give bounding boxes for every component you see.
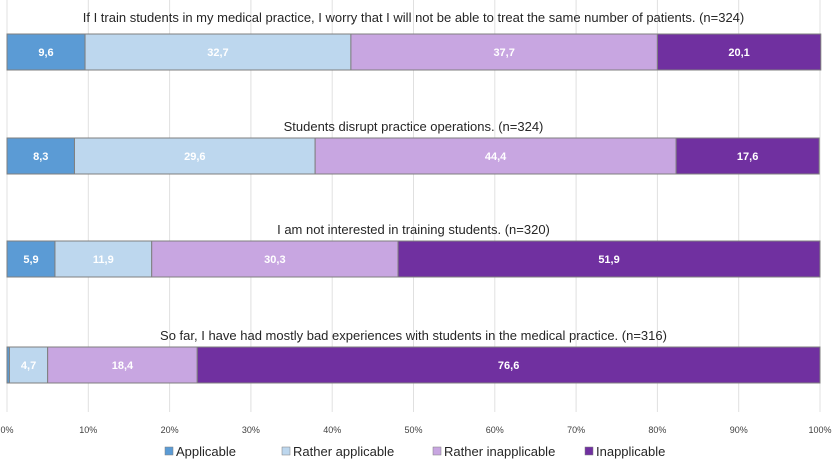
bar-segment-applicable — [6, 33, 86, 71]
data-label: 29,6 — [184, 151, 205, 163]
bar-segment-rather-applicable — [73, 137, 316, 175]
data-label: 44,4 — [485, 151, 507, 163]
x-tick-label: 70% — [567, 425, 585, 435]
data-label: 20,1 — [728, 47, 749, 59]
data-label: 11,9 — [93, 254, 114, 266]
bar-segment-inapplicable — [656, 33, 822, 71]
category-title: If I train students in my medical practi… — [83, 10, 745, 25]
bar-segment-inapplicable — [397, 240, 821, 278]
data-label: 4,7 — [21, 360, 36, 372]
data-label: 5,9 — [23, 254, 38, 266]
bar-segment-rather-applicable — [84, 33, 352, 71]
x-tick-label: 50% — [404, 425, 422, 435]
x-tick-label: 20% — [161, 425, 179, 435]
x-tick-label: 100% — [808, 425, 831, 435]
data-label: 17,6 — [737, 151, 758, 163]
legend-swatch — [432, 446, 442, 456]
legend-label: Rather inapplicable — [444, 444, 555, 459]
x-tick-label: 30% — [242, 425, 260, 435]
x-tick-label: 10% — [79, 425, 97, 435]
data-label: 37,7 — [493, 47, 514, 59]
data-label: 51,9 — [598, 254, 619, 266]
x-tick-label: 60% — [486, 425, 504, 435]
bar-segment-inapplicable — [675, 137, 820, 175]
data-label: 32,7 — [207, 47, 228, 59]
bar-segment-rather-inapplicable — [151, 240, 399, 278]
bar-segment-applicable — [6, 240, 56, 278]
data-label: 76,6 — [498, 360, 519, 372]
bar-segment-applicable — [6, 137, 75, 175]
legend-label: Applicable — [176, 444, 236, 459]
x-tick-label: 0% — [0, 425, 13, 435]
x-tick-label: 90% — [730, 425, 748, 435]
bar-segment-inapplicable — [196, 346, 821, 384]
legend-label: Inapplicable — [596, 444, 665, 459]
legend-swatch — [584, 446, 594, 456]
legend-swatch — [281, 446, 291, 456]
bar-segment-rather-inapplicable — [314, 137, 677, 175]
category-title: I am not interested in training students… — [277, 222, 550, 237]
x-tick-label: 80% — [648, 425, 666, 435]
data-label: 18,4 — [112, 360, 134, 372]
x-tick-label: 40% — [323, 425, 341, 435]
data-label: 30,3 — [264, 254, 285, 266]
category-title: So far, I have had mostly bad experience… — [160, 328, 667, 343]
data-label: 9,6 — [38, 47, 53, 59]
legend-label: Rather applicable — [293, 444, 394, 459]
legend-swatch — [164, 446, 174, 456]
data-label: 8,3 — [33, 151, 48, 163]
bar-segment-rather-applicable — [54, 240, 153, 278]
category-title: Students disrupt practice operations. (n… — [284, 119, 544, 134]
